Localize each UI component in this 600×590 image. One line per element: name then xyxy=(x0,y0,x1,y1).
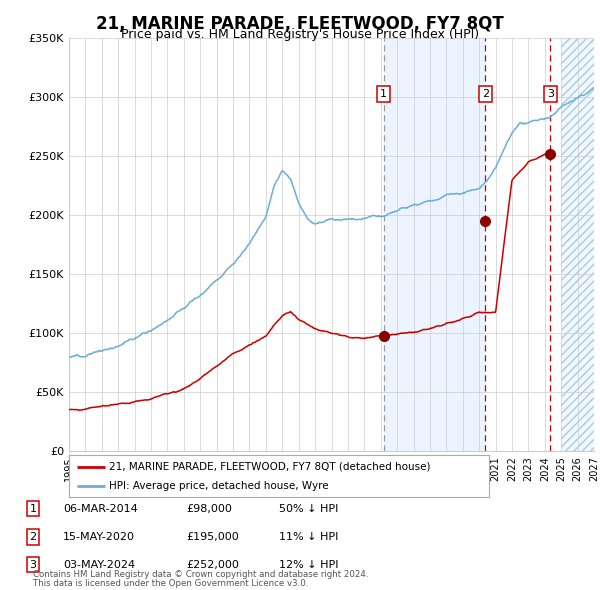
Text: 3: 3 xyxy=(29,560,37,569)
Text: Price paid vs. HM Land Registry's House Price Index (HPI): Price paid vs. HM Land Registry's House … xyxy=(121,28,479,41)
Text: 2: 2 xyxy=(482,89,489,99)
Bar xyxy=(561,38,594,451)
Text: 50% ↓ HPI: 50% ↓ HPI xyxy=(279,504,338,513)
Text: £98,000: £98,000 xyxy=(186,504,232,513)
Text: 06-MAR-2014: 06-MAR-2014 xyxy=(63,504,138,513)
Bar xyxy=(383,38,485,451)
Text: HPI: Average price, detached house, Wyre: HPI: Average price, detached house, Wyre xyxy=(109,481,329,491)
Text: 3: 3 xyxy=(547,89,554,99)
Bar xyxy=(561,38,594,451)
Text: £195,000: £195,000 xyxy=(186,532,239,542)
Text: 11% ↓ HPI: 11% ↓ HPI xyxy=(279,532,338,542)
Text: 21, MARINE PARADE, FLEETWOOD, FY7 8QT: 21, MARINE PARADE, FLEETWOOD, FY7 8QT xyxy=(96,15,504,33)
Text: 1: 1 xyxy=(29,504,37,513)
Text: Contains HM Land Registry data © Crown copyright and database right 2024.: Contains HM Land Registry data © Crown c… xyxy=(33,571,368,579)
Text: This data is licensed under the Open Government Licence v3.0.: This data is licensed under the Open Gov… xyxy=(33,579,308,588)
Text: 1: 1 xyxy=(380,89,387,99)
Text: 12% ↓ HPI: 12% ↓ HPI xyxy=(279,560,338,569)
Text: 21, MARINE PARADE, FLEETWOOD, FY7 8QT (detached house): 21, MARINE PARADE, FLEETWOOD, FY7 8QT (d… xyxy=(109,461,430,471)
Text: 15-MAY-2020: 15-MAY-2020 xyxy=(63,532,135,542)
Text: £252,000: £252,000 xyxy=(186,560,239,569)
Text: 2: 2 xyxy=(29,532,37,542)
Text: 03-MAY-2024: 03-MAY-2024 xyxy=(63,560,135,569)
